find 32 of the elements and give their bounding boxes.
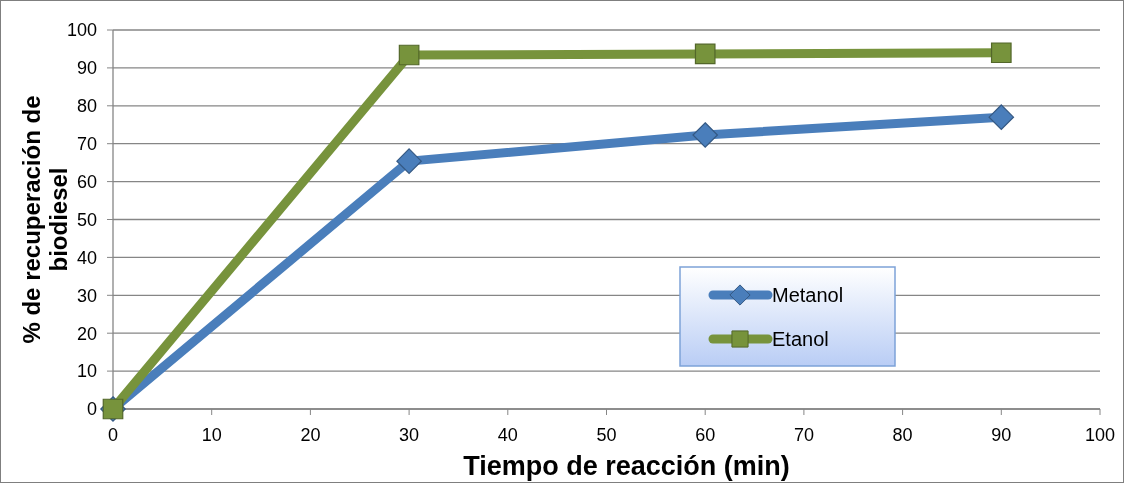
x-tick-label: 80 xyxy=(892,425,913,445)
x-tick-label: 0 xyxy=(107,425,119,445)
y-tick-label: 0 xyxy=(86,399,97,420)
y-tick-label: 80 xyxy=(76,96,97,117)
point xyxy=(694,43,716,65)
x-tick-label: 10 xyxy=(201,425,222,445)
y-tick-label: 20 xyxy=(76,323,97,344)
point xyxy=(396,148,422,174)
y-tick-label: 60 xyxy=(76,171,97,192)
y-axis-title: % de recuperación de biodiesel xyxy=(18,95,72,344)
x-tick-label: 100 xyxy=(1084,425,1116,445)
x-tick-label: 70 xyxy=(793,425,814,445)
point xyxy=(988,104,1015,130)
point xyxy=(398,44,420,66)
y-tick-label: 50 xyxy=(76,209,97,230)
y-tick-label: 10 xyxy=(76,361,97,382)
point xyxy=(990,42,1012,64)
x-tick-label: 20 xyxy=(300,425,321,445)
x-tick-label: 60 xyxy=(695,425,716,445)
y-tick-label: 30 xyxy=(76,285,97,306)
x-tick-label: 50 xyxy=(596,425,617,445)
x-axis-title: Tiempo de reacción (min) xyxy=(463,451,790,481)
x-tick-label: 40 xyxy=(497,425,518,445)
x-tick-label: 90 xyxy=(991,425,1012,445)
legend-label: Metanol xyxy=(772,284,844,306)
y-tick-label: 100 xyxy=(66,20,97,41)
x-tick-label: 30 xyxy=(399,425,420,445)
legend-label: Etanol xyxy=(772,328,829,350)
y-tick-label: 70 xyxy=(76,134,97,154)
y-tick-label: 40 xyxy=(76,247,97,268)
y-tick-label: 90 xyxy=(76,58,97,79)
point xyxy=(692,122,719,148)
